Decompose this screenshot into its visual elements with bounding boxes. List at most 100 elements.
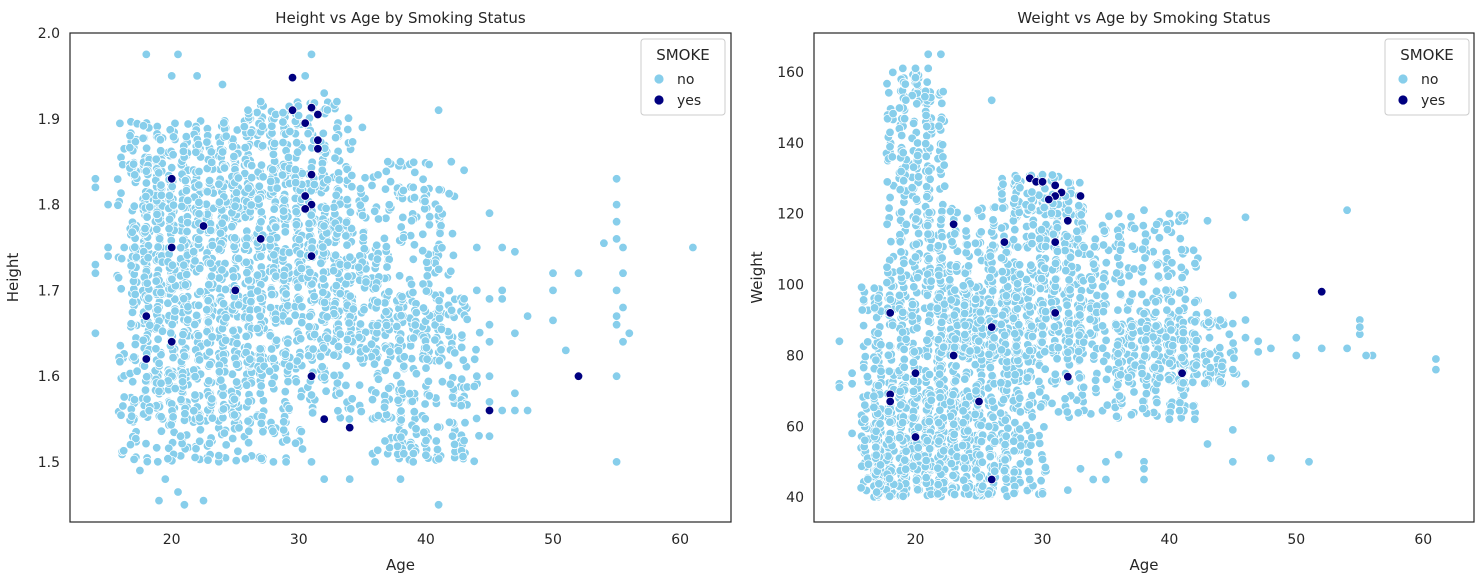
data-point-no bbox=[1027, 432, 1037, 443]
data-point-no bbox=[1050, 274, 1061, 285]
data-point-no bbox=[408, 182, 418, 193]
data-point-no bbox=[179, 351, 190, 361]
data-point-no bbox=[279, 425, 289, 435]
data-point-no bbox=[988, 412, 998, 422]
data-point-no bbox=[256, 160, 267, 170]
data-point-no bbox=[380, 365, 390, 376]
data-point-no bbox=[462, 314, 472, 325]
data-point-no bbox=[949, 310, 960, 320]
data-point-no bbox=[484, 397, 495, 407]
data-point-no bbox=[1098, 273, 1109, 283]
data-point-no bbox=[1063, 347, 1073, 357]
data-point-no bbox=[939, 160, 949, 170]
data-point-no bbox=[277, 170, 288, 180]
data-point-no bbox=[214, 450, 224, 461]
data-point-no bbox=[935, 405, 945, 416]
data-point-no bbox=[472, 285, 482, 296]
data-point-no bbox=[265, 234, 275, 245]
data-point-no bbox=[1115, 370, 1126, 380]
data-point-no bbox=[1190, 317, 1200, 327]
data-point-no bbox=[882, 78, 892, 89]
data-point-no bbox=[446, 305, 457, 316]
data-point-no bbox=[421, 343, 432, 353]
data-point-no bbox=[611, 174, 622, 184]
data-point-no bbox=[233, 300, 244, 310]
data-point-no bbox=[1164, 374, 1174, 385]
data-point-no bbox=[167, 181, 177, 192]
data-point-yes bbox=[166, 174, 177, 184]
data-point-no bbox=[1037, 321, 1047, 331]
data-point-no bbox=[130, 136, 141, 147]
data-point-no bbox=[884, 366, 895, 377]
data-point-no bbox=[899, 113, 910, 124]
data-point-no bbox=[1040, 462, 1051, 473]
data-point-no bbox=[937, 317, 947, 328]
data-point-no bbox=[1008, 216, 1019, 226]
data-point-no bbox=[1100, 291, 1110, 301]
data-point-no bbox=[152, 224, 162, 235]
data-point-no bbox=[1001, 474, 1011, 484]
data-point-no bbox=[219, 428, 230, 438]
data-point-no bbox=[858, 295, 869, 305]
data-point-no bbox=[1001, 291, 1012, 301]
data-point-no bbox=[900, 79, 911, 89]
data-point-no bbox=[180, 280, 191, 290]
data-point-no bbox=[341, 217, 352, 228]
data-point-yes bbox=[166, 337, 177, 347]
data-point-no bbox=[408, 448, 419, 459]
data-point-no bbox=[295, 249, 306, 259]
axes-frame bbox=[69, 32, 732, 523]
data-point-yes bbox=[313, 109, 323, 120]
data-point-no bbox=[194, 413, 205, 423]
data-point-no bbox=[305, 311, 315, 322]
data-point-no bbox=[409, 407, 420, 417]
data-point-no bbox=[1163, 271, 1173, 281]
data-point-no bbox=[297, 444, 308, 454]
data-point-no bbox=[228, 326, 238, 336]
data-point-no bbox=[611, 199, 622, 210]
data-point-no bbox=[126, 261, 136, 271]
data-point-no bbox=[357, 210, 368, 221]
data-point-no bbox=[1101, 335, 1111, 346]
data-point-no bbox=[1153, 271, 1164, 281]
data-point-no bbox=[1064, 337, 1074, 347]
data-point-no bbox=[168, 200, 179, 210]
data-point-no bbox=[1028, 220, 1038, 230]
data-point-no bbox=[265, 302, 276, 313]
data-point-no bbox=[241, 240, 251, 251]
data-point-no bbox=[334, 388, 345, 399]
data-point-no bbox=[1124, 271, 1134, 281]
data-point-no bbox=[973, 205, 983, 215]
data-point-no bbox=[284, 361, 295, 371]
data-point-no bbox=[256, 96, 266, 107]
data-point-no bbox=[285, 126, 295, 137]
data-point-no bbox=[342, 164, 352, 175]
data-point-no bbox=[293, 110, 304, 121]
data-point-no bbox=[256, 207, 267, 217]
data-point-no bbox=[141, 166, 152, 176]
data-point-no bbox=[284, 247, 295, 258]
data-point-no bbox=[611, 216, 622, 227]
data-point-no bbox=[960, 308, 970, 319]
data-point-no bbox=[988, 286, 998, 296]
data-point-no bbox=[1113, 380, 1123, 390]
data-point-no bbox=[190, 390, 200, 400]
data-point-no bbox=[214, 273, 224, 283]
data-point-no bbox=[1027, 238, 1037, 249]
data-point-no bbox=[382, 320, 392, 331]
data-point-no bbox=[290, 164, 301, 175]
data-point-no bbox=[987, 265, 997, 275]
data-point-no bbox=[138, 121, 149, 131]
data-point-no bbox=[458, 451, 468, 462]
data-point-no bbox=[191, 443, 201, 454]
data-point-no bbox=[951, 361, 961, 371]
data-point-no bbox=[1139, 308, 1149, 319]
data-point-no bbox=[898, 175, 909, 186]
data-point-no bbox=[1140, 335, 1151, 345]
data-point-no bbox=[937, 231, 947, 242]
data-point-no bbox=[901, 334, 911, 345]
data-point-no bbox=[1074, 373, 1085, 383]
data-point-no bbox=[191, 310, 202, 321]
data-point-no bbox=[115, 340, 126, 351]
